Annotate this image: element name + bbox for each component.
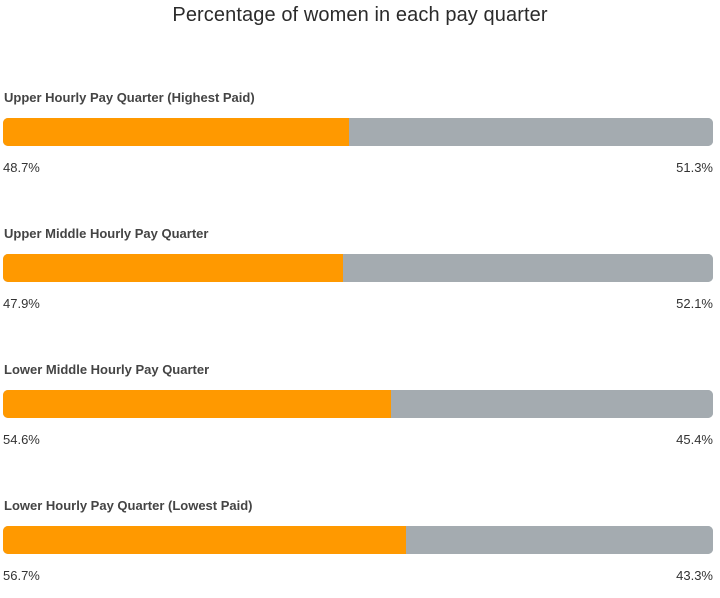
bar-track xyxy=(3,526,713,554)
bar-men-segment xyxy=(348,118,713,146)
quarter-label: Lower Hourly Pay Quarter (Lowest Paid) xyxy=(4,498,253,513)
quarter-label: Upper Middle Hourly Pay Quarter xyxy=(4,226,209,241)
value-label-men: 51.3% xyxy=(676,160,713,175)
quarter-row: Lower Middle Hourly Pay Quarter 54.6% 45.4… xyxy=(0,362,720,462)
value-label-women: 54.6% xyxy=(3,432,40,447)
value-label-women: 47.9% xyxy=(3,296,40,311)
value-label-women: 56.7% xyxy=(3,568,40,583)
bar-women-segment xyxy=(3,526,406,554)
bar-women-segment xyxy=(3,390,391,418)
value-label-men: 52.1% xyxy=(676,296,713,311)
quarter-label: Upper Hourly Pay Quarter (Highest Paid) xyxy=(4,90,255,105)
quarter-row: Upper Hourly Pay Quarter (Highest Paid) 4… xyxy=(0,90,720,190)
bar-men-segment xyxy=(390,390,713,418)
quarter-row: Upper Middle Hourly Pay Quarter 47.9% 52.1… xyxy=(0,226,720,326)
bar-track xyxy=(3,390,713,418)
bar-track xyxy=(3,118,713,146)
bar-men-segment xyxy=(343,254,713,282)
bar-track xyxy=(3,254,713,282)
bar-women-segment xyxy=(3,118,349,146)
bar-men-segment xyxy=(405,526,713,554)
bar-women-segment xyxy=(3,254,344,282)
value-label-women: 48.7% xyxy=(3,160,40,175)
value-label-men: 43.3% xyxy=(676,568,713,583)
quarter-label: Lower Middle Hourly Pay Quarter xyxy=(4,362,210,377)
chart-title: Percentage of women in each pay quarter xyxy=(172,4,548,26)
quarter-row: Lower Hourly Pay Quarter (Lowest Paid) 56… xyxy=(0,498,720,598)
value-label-men: 45.4% xyxy=(676,432,713,447)
